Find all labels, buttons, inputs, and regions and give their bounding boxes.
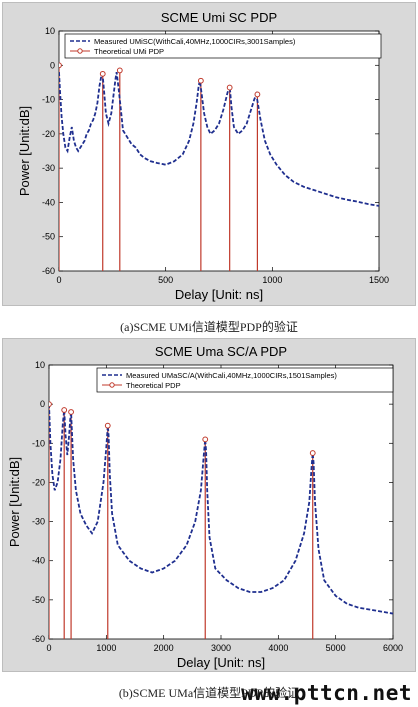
- legend-label-theoretical: Theoretical UMi PDP: [94, 47, 164, 56]
- y-tick-label: -40: [42, 197, 55, 207]
- x-tick-label: 0: [56, 275, 61, 285]
- series-group: [59, 62, 379, 271]
- y-tick-label: -50: [42, 232, 55, 242]
- y-tick-label: 0: [50, 60, 55, 70]
- x-tick-label: 0: [46, 643, 51, 653]
- x-tick-label: 1000: [262, 275, 282, 285]
- x-tick-label: 5000: [326, 643, 346, 653]
- chart-panel-uma: SCME Uma SC/A PDP 0 1000 2000 3000 4000 5000 60…: [2, 338, 416, 672]
- y-tick-label: -40: [32, 556, 45, 566]
- y-tick-label: -60: [42, 266, 55, 276]
- measured-line: [49, 404, 393, 615]
- theoretical-marker: [61, 407, 68, 413]
- legend-label-theoretical: Theoretical PDP: [126, 381, 181, 390]
- y-tick-label: -50: [32, 595, 45, 605]
- x-axis-label: Delay [Unit: ns]: [177, 655, 265, 670]
- y-tick-label: -20: [32, 477, 45, 487]
- legend-marker-theoretical: [109, 382, 115, 388]
- y-tick-label: 10: [35, 360, 45, 370]
- y-tick-label: -10: [42, 95, 55, 105]
- theoretical-marker: [99, 70, 106, 77]
- plot-area: [58, 30, 380, 272]
- x-tick-label: 1500: [369, 275, 389, 285]
- caption-uma: (b)SCME UMa信道模型PDP的验证: [118, 686, 300, 700]
- theoretical-marker: [309, 450, 316, 456]
- plot-area: [48, 364, 394, 640]
- legend-marker-theoretical: [77, 48, 83, 54]
- y-tick-label: -20: [42, 129, 55, 139]
- x-tick-label: 6000: [383, 643, 403, 653]
- theoretical-marker: [254, 91, 261, 98]
- theoretical-marker: [68, 409, 74, 415]
- legend-box: [64, 33, 382, 59]
- y-axis-label: Power [Unit:dB]: [7, 457, 22, 547]
- chart-umi-sc-pdp: SCME Umi SC PDP 0 500 1000 1500 10 0 -10 -20 -30 -…: [17, 10, 389, 302]
- caption-umi: (a)SCME UMi信道模型PDP的验证: [120, 320, 298, 334]
- x-tick-label: 4000: [268, 643, 288, 653]
- theoretical-marker: [197, 77, 204, 84]
- y-axis-label: Power [Unit:dB]: [17, 106, 32, 196]
- legend-box: [96, 367, 394, 393]
- legend-label-measured: Measured UMaSC/A(WithCali,40MHz,1000CIRs…: [126, 371, 337, 380]
- chart-title: SCME Umi SC PDP: [161, 10, 277, 25]
- x-tick-label: 1000: [96, 643, 116, 653]
- theoretical-marker: [116, 67, 123, 74]
- series-group: [49, 401, 393, 639]
- theoretical-marker: [202, 436, 209, 443]
- y-tick-label: 0: [40, 399, 45, 409]
- measured-line: [59, 71, 379, 207]
- theoretical-marker: [49, 401, 52, 408]
- x-tick-label: 500: [158, 275, 173, 285]
- chart-uma-sc-pdp: SCME Uma SC/A PDP 0 1000 2000 3000 4000 5000 60…: [7, 344, 403, 670]
- y-tick-label: -30: [32, 517, 45, 527]
- theoretical-marker: [226, 84, 233, 91]
- legend-label-measured: Measured UMiSC(WithCali,40MHz,1000CIRs,3…: [94, 37, 296, 46]
- y-tick-label: 10: [45, 26, 55, 36]
- y-tick-label: -30: [42, 163, 55, 173]
- x-tick-label: 2000: [154, 643, 174, 653]
- y-tick-label: -10: [32, 438, 45, 448]
- y-tick-label: -60: [32, 634, 45, 644]
- x-tick-label: 3000: [211, 643, 231, 653]
- watermark: www.pttcn.net: [241, 681, 412, 705]
- theoretical-marker: [59, 62, 62, 69]
- theoretical-marker: [104, 422, 111, 429]
- x-axis-label: Delay [Unit: ns]: [175, 287, 263, 302]
- chart-title: SCME Uma SC/A PDP: [155, 344, 287, 359]
- chart-panel-umi: SCME Umi SC PDP 0 500 1000 1500 10 0 -10 -20 -30 -…: [2, 2, 416, 306]
